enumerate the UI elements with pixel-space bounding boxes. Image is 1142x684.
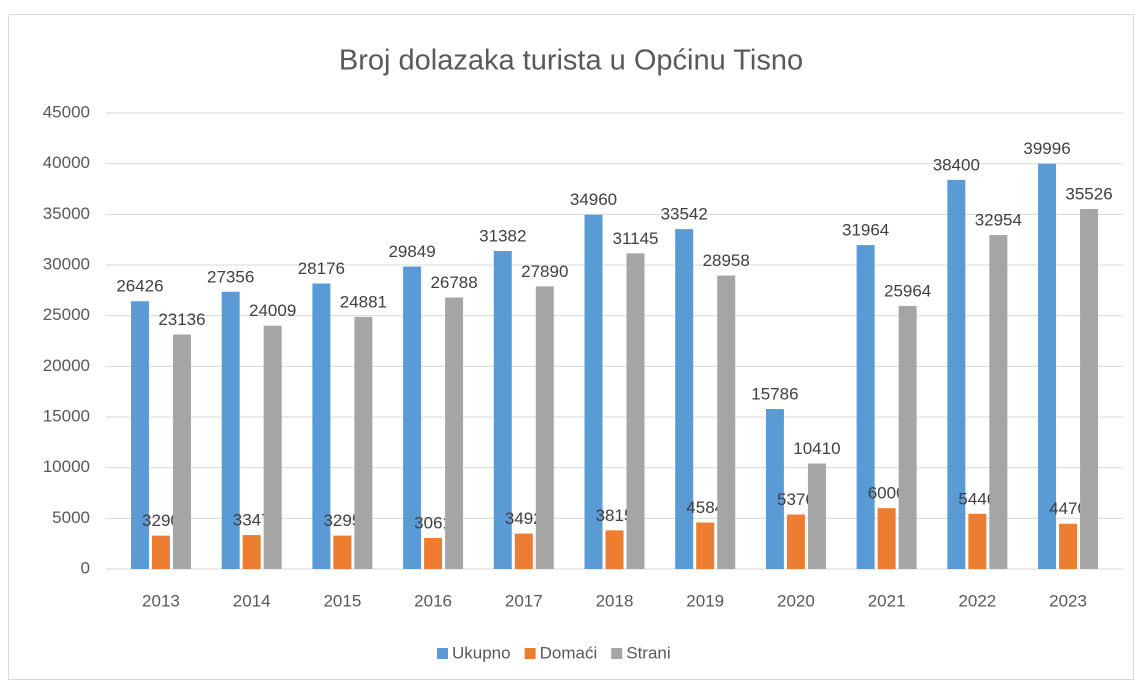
value-label: 3295 (323, 511, 361, 530)
value-label: 28958 (703, 251, 750, 270)
x-tick-label: 2019 (686, 591, 724, 610)
y-tick-label: 35000 (43, 204, 90, 223)
value-label: 35526 (1065, 184, 1112, 203)
y-tick-label: 10000 (43, 457, 90, 476)
bar (786, 514, 805, 569)
chart-title: Broj dolazaka turista u Općinu Tisno (339, 45, 803, 77)
bar (493, 250, 512, 569)
bar (445, 297, 464, 569)
value-label: 34960 (570, 190, 617, 209)
bar (626, 253, 645, 569)
x-tick-label: 2015 (323, 591, 361, 610)
x-tick-label: 2013 (142, 591, 180, 610)
y-tick-label: 20000 (43, 356, 90, 375)
value-label: 5446 (958, 489, 996, 508)
bar (221, 291, 240, 569)
value-label: 24881 (340, 292, 387, 311)
x-tick-label: 2017 (505, 591, 543, 610)
bar (130, 301, 149, 569)
bar (675, 229, 694, 569)
bar (242, 535, 261, 569)
bar (151, 535, 170, 569)
y-tick-label: 45000 (43, 102, 90, 121)
bar (968, 513, 987, 569)
x-tick-label: 2014 (233, 591, 271, 610)
value-label: 38400 (933, 155, 980, 174)
bar (1080, 209, 1099, 569)
value-label: 26426 (116, 277, 163, 296)
value-label: 31382 (479, 226, 526, 245)
value-label: 3492 (505, 509, 543, 528)
value-label: 3815 (596, 506, 634, 525)
x-tick-label: 2023 (1049, 591, 1087, 610)
bar (354, 316, 373, 569)
bar (989, 235, 1008, 569)
bar (424, 537, 443, 569)
y-tick-label: 15000 (43, 406, 90, 425)
bar (514, 533, 533, 569)
bar (877, 508, 896, 569)
bar (696, 522, 715, 569)
legend-swatch (437, 648, 448, 659)
value-label: 33542 (661, 205, 708, 224)
value-label: 3061 (414, 513, 452, 532)
bar (312, 283, 331, 569)
value-label: 10410 (793, 439, 840, 458)
value-label: 25964 (884, 281, 931, 300)
legend-swatch (611, 648, 623, 659)
legend-label: Ukupno (452, 643, 511, 662)
value-label: 4470 (1049, 499, 1087, 518)
bar (947, 179, 966, 569)
bar (535, 286, 554, 569)
y-tick-label: 5000 (52, 508, 90, 527)
bar (172, 334, 191, 569)
bar (263, 325, 282, 569)
value-label: 27890 (521, 262, 568, 281)
bar (717, 275, 736, 569)
value-label: 31145 (612, 229, 658, 248)
bar (807, 463, 826, 569)
y-tick-label: 30000 (43, 254, 90, 273)
value-label: 28176 (298, 259, 345, 278)
y-tick-label: 40000 (43, 153, 90, 172)
legend-label: Strani (626, 643, 670, 662)
legend-swatch (524, 648, 536, 659)
bar (856, 245, 875, 569)
bar (1059, 523, 1078, 569)
bar (765, 409, 784, 569)
value-label: 5376 (777, 490, 815, 509)
x-tick-label: 2021 (868, 591, 906, 610)
bar (605, 530, 624, 569)
legend-label: Domaći (540, 643, 598, 662)
value-label: 4584 (686, 498, 724, 517)
value-label: 3347 (233, 511, 271, 530)
value-label: 27356 (207, 267, 254, 286)
bar (333, 535, 352, 569)
y-tick-label: 25000 (43, 305, 90, 324)
value-label: 31964 (842, 221, 889, 240)
value-label: 15786 (751, 385, 798, 404)
x-tick-label: 2022 (958, 591, 996, 610)
y-tick-label: 0 (81, 558, 90, 577)
value-label: 3290 (142, 511, 180, 530)
bar (403, 266, 422, 569)
x-tick-label: 2018 (596, 591, 634, 610)
value-label: 29849 (388, 242, 435, 261)
value-label: 32954 (975, 211, 1022, 230)
x-tick-label: 2016 (414, 591, 452, 610)
value-label: 26788 (430, 273, 477, 292)
x-tick-label: 2020 (777, 591, 815, 610)
value-label: 39996 (1023, 139, 1070, 158)
bar (584, 214, 603, 570)
value-label: 23136 (158, 310, 205, 329)
bar (1038, 163, 1057, 569)
value-label: 24009 (249, 301, 296, 320)
value-label: 6000 (868, 484, 906, 503)
bar (898, 305, 917, 569)
